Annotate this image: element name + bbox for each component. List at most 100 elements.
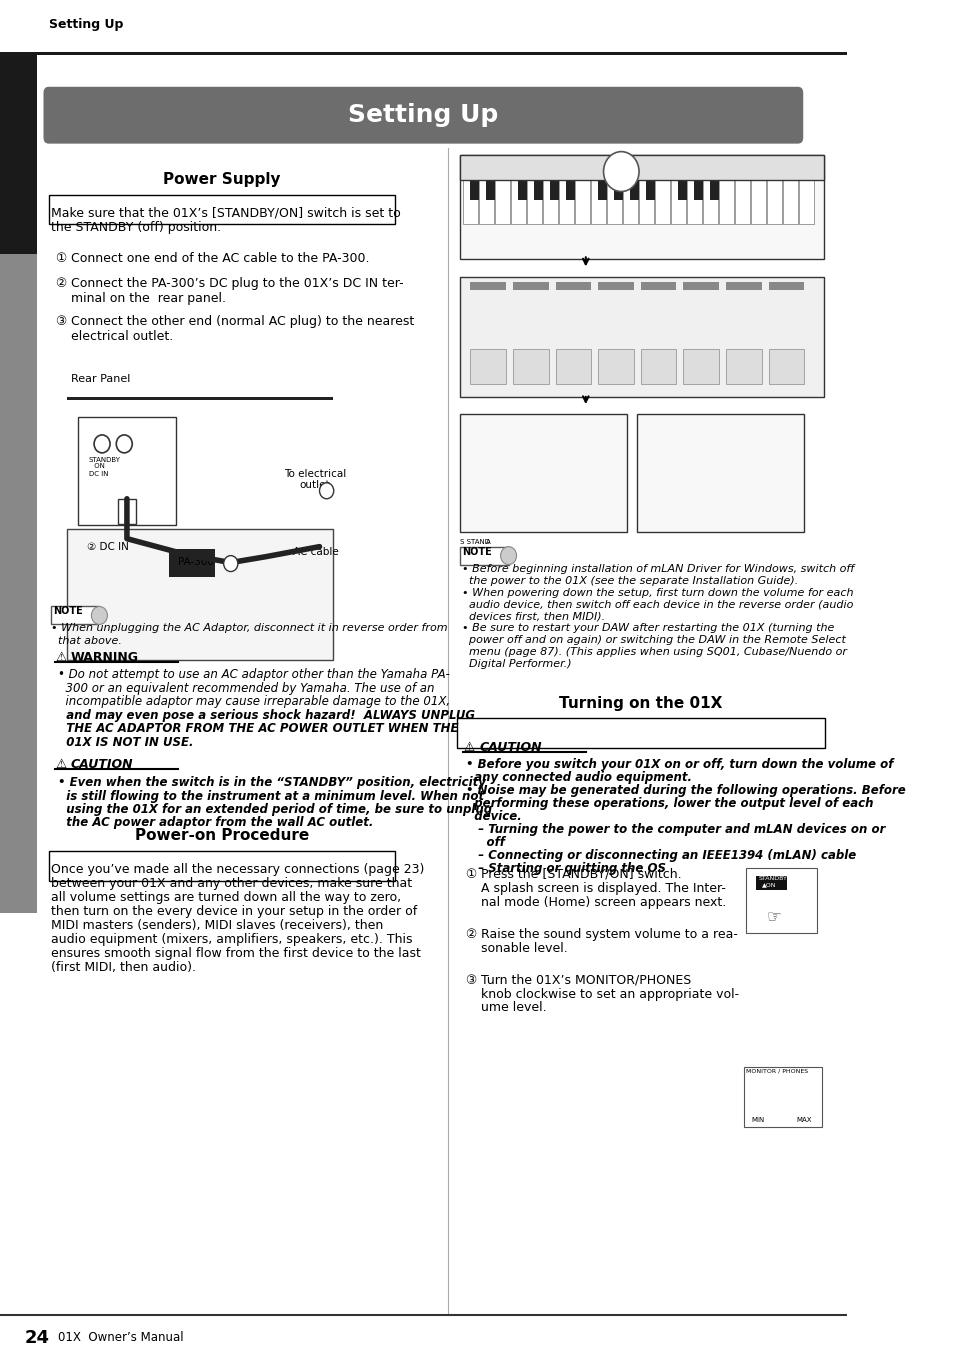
Bar (630, 162, 639, 200)
Text: • When unplugging the AC Adaptor, disconnect it in reverse order from: • When unplugging the AC Adaptor, discon… (51, 623, 448, 634)
Bar (118, 499, 135, 524)
Bar (678, 162, 686, 200)
Circle shape (223, 555, 237, 571)
Text: CAUTION: CAUTION (71, 758, 133, 771)
Bar (459, 154, 822, 259)
Text: (first MIDI, then audio).: (first MIDI, then audio). (51, 961, 195, 974)
Bar (622, 159, 638, 224)
Text: device.: device. (465, 811, 521, 823)
Text: 300 or an equivalent recommended by Yamaha. The use of an: 300 or an equivalent recommended by Yama… (57, 682, 434, 694)
Bar (756, 875, 786, 890)
Bar (0, 419, 37, 584)
Text: ▲ON: ▲ON (760, 882, 775, 886)
Bar (768, 282, 803, 290)
Circle shape (695, 313, 706, 326)
Text: minal on the  rear panel.: minal on the rear panel. (71, 292, 226, 305)
Bar (637, 413, 803, 532)
Text: PA-300: PA-300 (177, 557, 213, 566)
Bar (782, 159, 797, 224)
Text: – Turning the power to the computer and mLAN devices on or: – Turning the power to the computer and … (470, 823, 884, 836)
Circle shape (567, 313, 578, 326)
Text: Turning on the 01X: Turning on the 01X (558, 696, 721, 711)
Text: ② DC IN: ② DC IN (87, 542, 129, 551)
Circle shape (116, 435, 132, 453)
Text: menu (page 87). (This applies when using SQ01, Cubase/Nuendo or: menu (page 87). (This applies when using… (462, 647, 846, 658)
Text: 01X IS NOT IN USE.: 01X IS NOT IN USE. (57, 736, 193, 748)
Bar (527, 159, 541, 224)
Circle shape (768, 1089, 796, 1120)
Bar (459, 413, 626, 532)
Text: Basics Section: Basics Section (13, 295, 24, 380)
Circle shape (610, 313, 620, 326)
Bar (542, 159, 558, 224)
Circle shape (94, 435, 110, 453)
Bar (550, 162, 558, 200)
Bar (725, 349, 760, 384)
Text: THE AC ADAPTOR FROM THE AC POWER OUTLET WHEN THE: THE AC ADAPTOR FROM THE AC POWER OUTLET … (57, 723, 457, 735)
Bar (655, 159, 669, 224)
Bar (768, 349, 803, 384)
Text: electrical outlet.: electrical outlet. (71, 330, 173, 343)
Text: ②: ② (465, 928, 476, 940)
Bar (734, 159, 749, 224)
Bar (486, 162, 495, 200)
Text: • Before you switch your 01X on or off, turn down the volume of: • Before you switch your 01X on or off, … (465, 758, 892, 771)
Text: that above.: that above. (51, 636, 122, 646)
Text: MIN: MIN (751, 1117, 764, 1123)
Bar (694, 162, 702, 200)
Bar (459, 154, 822, 180)
Text: ⚠: ⚠ (463, 742, 474, 754)
Bar (169, 549, 214, 577)
Bar (743, 1067, 821, 1127)
Bar (459, 277, 822, 397)
Bar (645, 162, 655, 200)
Text: the power to the 01X (see the separate Installation Guide).: the power to the 01X (see the separate I… (462, 576, 798, 585)
Bar (67, 528, 333, 661)
Bar (456, 719, 824, 748)
Circle shape (91, 607, 108, 624)
Text: ①: ① (465, 867, 476, 881)
Bar (750, 159, 765, 224)
Text: DC IN: DC IN (89, 470, 108, 477)
Text: ⚠: ⚠ (55, 651, 66, 665)
Circle shape (738, 313, 748, 326)
Text: nal mode (Home) screen appears next.: nal mode (Home) screen appears next. (480, 896, 725, 909)
Bar (49, 851, 395, 881)
Text: ③: ③ (55, 315, 66, 328)
Text: Appendix: Appendix (13, 802, 24, 858)
Circle shape (760, 904, 785, 932)
Text: Raise the sound system volume to a rea-: Raise the sound system volume to a rea- (480, 928, 738, 940)
Text: Before Using: Before Using (13, 116, 24, 193)
Text: ensures smooth signal flow from the first device to the last: ensures smooth signal flow from the firs… (51, 947, 420, 959)
Text: Turn the 01X’s MONITOR/PHONES: Turn the 01X’s MONITOR/PHONES (480, 974, 691, 986)
Text: Once you’ve made all the necessary connections (page 23): Once you’ve made all the necessary conne… (51, 863, 423, 875)
Circle shape (500, 547, 516, 565)
Bar (550, 162, 558, 200)
Text: STANDBY: STANDBY (758, 875, 787, 881)
Bar (0, 584, 37, 748)
Bar (558, 159, 574, 224)
Circle shape (527, 455, 558, 490)
Text: ⚠: ⚠ (55, 758, 66, 771)
Circle shape (653, 313, 663, 326)
Text: 1: 1 (228, 559, 233, 567)
Bar (0, 55, 37, 254)
Text: – Starting or quitting the OS: – Starting or quitting the OS (470, 862, 666, 875)
Text: POWER
ON!!: POWER ON!! (605, 162, 637, 181)
Text: incompatible adaptor may cause irreparable damage to the 01X,: incompatible adaptor may cause irreparab… (57, 696, 450, 708)
Text: AC cable: AC cable (293, 547, 338, 557)
Text: NOTE: NOTE (462, 547, 492, 557)
Text: power off and on again) or switching the DAW in the Remote Select: power off and on again) or switching the… (462, 635, 845, 646)
Bar (470, 162, 478, 200)
Bar (0, 51, 846, 55)
Text: To electrical
outlet: To electrical outlet (284, 469, 346, 490)
Text: STANDBY: STANDBY (89, 457, 121, 463)
Bar (702, 159, 718, 224)
Bar (534, 162, 542, 200)
Bar (639, 159, 654, 224)
Text: • Even when the switch is in the “STANDBY” position, electricity: • Even when the switch is in the “STANDB… (57, 775, 485, 789)
Bar (470, 349, 505, 384)
Text: WARNING: WARNING (71, 651, 139, 665)
Text: CAUTION: CAUTION (478, 742, 541, 754)
Text: the AC power adaptor from the wall AC outlet.: the AC power adaptor from the wall AC ou… (57, 816, 373, 830)
